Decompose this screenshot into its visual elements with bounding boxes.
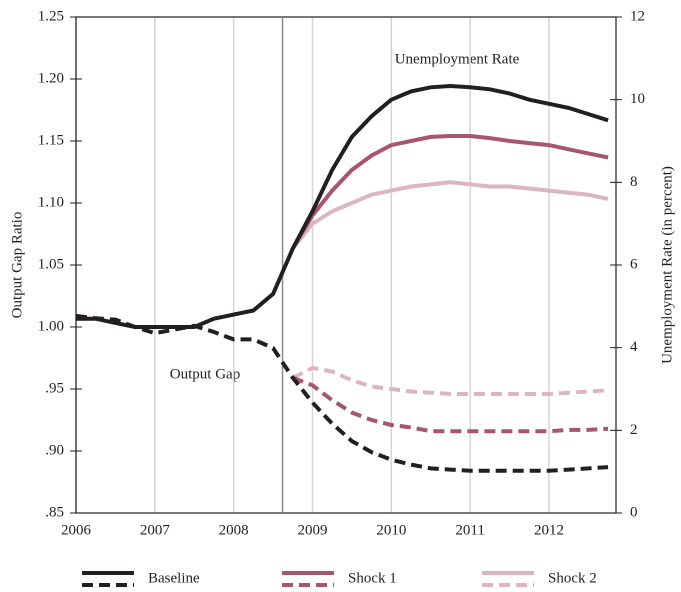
- y2-tick-label: 4: [630, 339, 638, 355]
- legend-label: Shock 1: [348, 570, 397, 586]
- y2-axis-label: Unemployment Rate (in percent): [659, 166, 675, 364]
- y-tick-label: .95: [45, 380, 64, 396]
- y2-tick-label: 2: [630, 422, 638, 438]
- x-tick-label: 2007: [140, 522, 171, 538]
- y-tick-label: .90: [45, 442, 64, 458]
- y-tick-label: .85: [45, 504, 64, 520]
- output-gap-line: [75, 313, 609, 473]
- x-tick-label: 2011: [455, 522, 484, 538]
- unemployment-line: [291, 180, 609, 250]
- y-tick-label: 1.25: [38, 8, 64, 24]
- plot-frame: [75, 16, 617, 514]
- legend-label: Baseline: [148, 570, 200, 586]
- y2-tick-label: 8: [630, 174, 638, 190]
- y-tick-label: 1.00: [38, 318, 64, 334]
- y2-tick-label: 0: [630, 504, 638, 520]
- y2-tick-label: 12: [630, 8, 645, 24]
- y-tick-label: 1.20: [38, 70, 64, 86]
- y-tick-label: 1.10: [38, 194, 64, 210]
- y-tick-label: 1.05: [38, 256, 64, 272]
- output-gap-line: [291, 365, 609, 396]
- y2-tick-label: 6: [630, 256, 638, 272]
- y-tick-label: 1.15: [38, 132, 64, 148]
- x-tick-label: 2006: [61, 522, 92, 538]
- x-tick-label: 2012: [534, 522, 564, 538]
- x-tick-label: 2008: [219, 522, 249, 538]
- unemployment-line: [291, 134, 609, 250]
- unemployment-line: [76, 83, 609, 329]
- x-tick-label: 2009: [297, 522, 327, 538]
- x-tick-label: 2010: [376, 522, 406, 538]
- y2-tick-label: 10: [630, 91, 645, 107]
- annotation: Output Gap: [170, 366, 240, 382]
- output-gap-line: [292, 375, 609, 434]
- y-axis-label: Output Gap Ratio: [9, 212, 25, 319]
- annotation: Unemployment Rate: [395, 51, 520, 67]
- legend-label: Shock 2: [548, 570, 597, 586]
